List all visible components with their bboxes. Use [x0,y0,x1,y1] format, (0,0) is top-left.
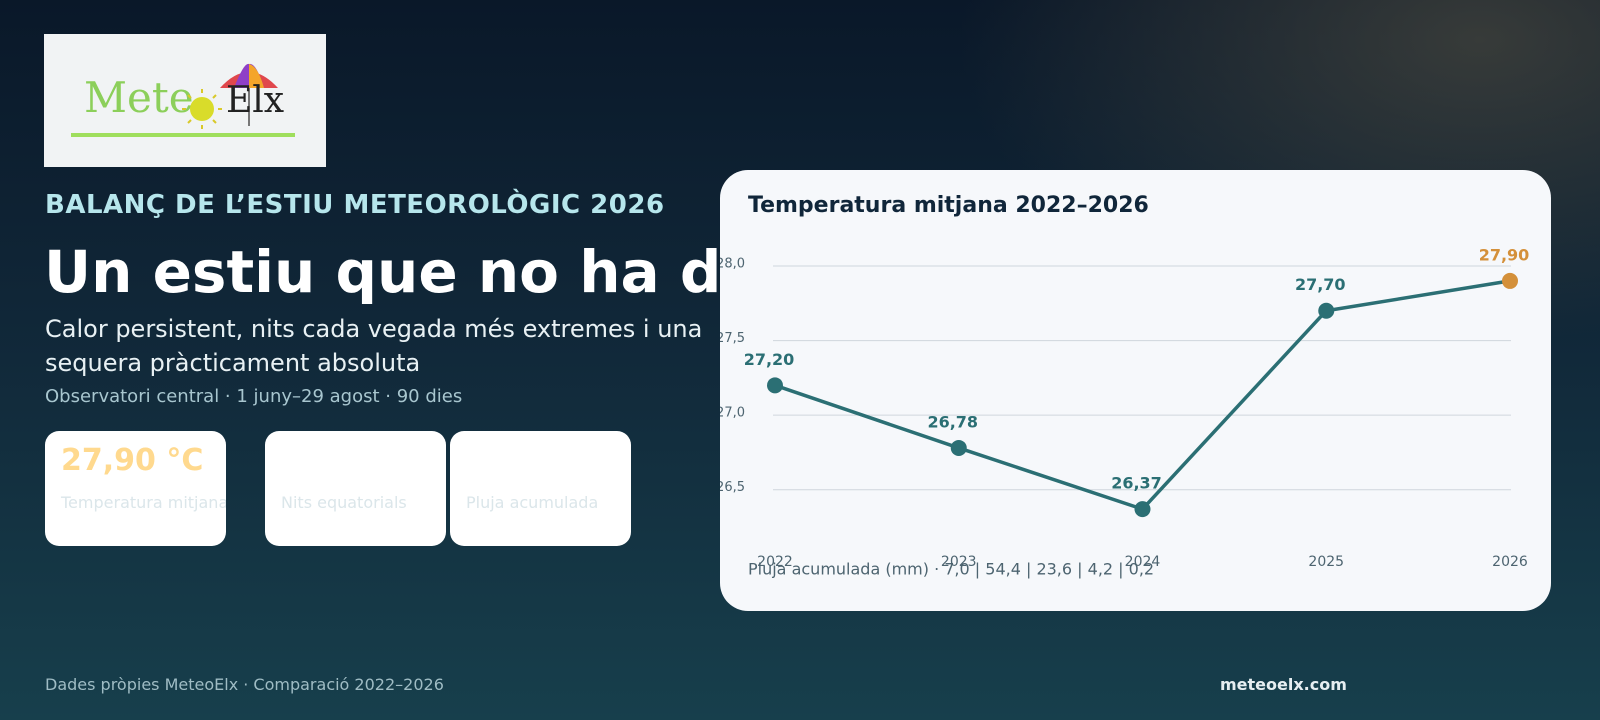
kpi-card: 27,90 °C Temperatura mitjana [45,431,226,546]
footer-url[interactable]: meteoelx.com [1220,675,1347,694]
y-tick-label: 27,0 [720,406,745,421]
logo-text: Elx [226,80,284,121]
data-label: 26,37 [1111,474,1162,493]
chart: Temperatura mitjana 2022–2026 Pluja acum… [720,193,1530,579]
data-label: 27,90 [1479,245,1530,264]
footer-source: Dades pròpies MeteoElx · Comparació 2022… [45,675,444,694]
logo: Mete Elx [44,34,326,167]
kicker: BALANÇ DE L’ESTIU METEOROLÒGIC 2026 [45,190,665,220]
logo-sun [190,97,214,121]
chart-panel: Temperatura mitjana 2022–2026 Pluja acum… [720,170,1551,611]
point [1318,302,1335,319]
point [950,439,967,456]
y-tick-label: 27,5 [720,331,745,346]
kpi-label: Temperatura mitjana [61,493,226,512]
point [1502,272,1518,289]
y-tick-label: 26,5 [720,480,745,495]
x-tick-label: 2025 [1308,554,1344,570]
chart-note: Pluja acumulada (mm) · 7,0 | 54,4 | 23,6… [748,560,1154,579]
data-label: 27,20 [744,350,795,369]
x-tick-label: 2023 [941,554,977,570]
kpi-label: Pluja acumulada [466,493,599,512]
chart-title: Temperatura mitjana 2022–2026 [748,193,1149,218]
point [1134,501,1151,518]
kpi-value: 27,90 °C [61,443,204,478]
subtitle: Calor persistent, nits cada vegada més e… [45,315,703,377]
logo-rays [182,89,222,129]
data-label: 26,78 [927,412,978,431]
y-tick-label: 28,0 [720,257,745,272]
logo-umbrella [249,64,264,88]
kpi-card: Pluja acumulada [450,431,631,546]
kpi-label: Nits equatorials [281,493,407,512]
x-tick-label: 2024 [1125,554,1161,570]
x-tick-label: 2026 [1492,554,1528,570]
meta: Observatori central · 1 juny–29 agost · … [45,386,463,407]
logo-text: Mete [84,73,194,122]
data-label: 27,70 [1295,275,1346,294]
x-tick-label: 2022 [757,554,793,570]
point [767,377,783,394]
logo-art: Mete Elx [71,63,295,137]
kpi-card: Nits equatorials [265,431,446,546]
